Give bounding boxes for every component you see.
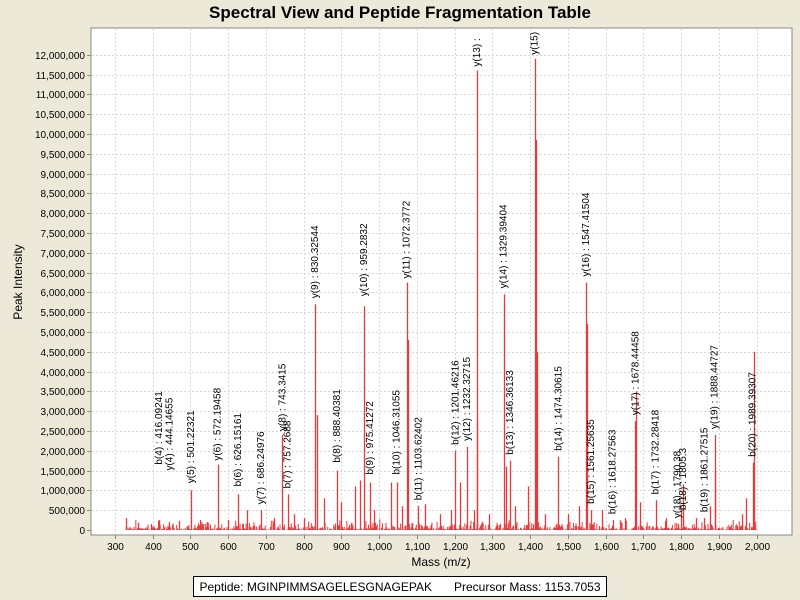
peak-annotation: b(4) : 416.09241 (154, 391, 165, 465)
x-tick-label: 700 (258, 542, 275, 553)
peak-annotation: y(9) : 830.32544 (310, 225, 321, 298)
peak-annotation: y(5) : 501.22321 (186, 410, 197, 483)
x-tick-label: 1,400 (518, 542, 543, 553)
peak-annotation: b(7) : 757.2688 (283, 420, 294, 488)
y-axis-label: Peak Intensity (11, 244, 25, 319)
y-tick-label: 11,500,000 (36, 71, 86, 82)
precursor-mass: Precursor Mass: 1153.7053 (454, 579, 601, 594)
y-tick-label: 10,000,000 (35, 130, 85, 141)
peak-annotation: b(10) : 1046.31055 (392, 390, 403, 475)
peak-annotation: y(13) : (472, 38, 483, 66)
peak-annotation: b(15) : 1561.25635 (586, 419, 597, 504)
y-tick-label: 2,500,000 (41, 427, 86, 438)
grid-layer (92, 29, 791, 534)
y-tick-label: 8,500,000 (41, 189, 86, 200)
y-tick-label: 6,500,000 (41, 269, 86, 280)
x-tick-label: 500 (182, 542, 199, 553)
x-tick-label: 1,500 (556, 542, 581, 553)
peak-annotation: b(20) : 1989.39307 (748, 372, 759, 457)
chart-title: Spectral View and Peptide Fragmentation … (209, 3, 591, 22)
peak-annotation: y(17) : 1678.44458 (630, 331, 641, 415)
y-tick-label: 6,000,000 (41, 288, 86, 299)
x-tick-label: 600 (220, 542, 237, 553)
peptide-sequence: Peptide: MGINPIMMSAGELESGNAGEPAK (199, 579, 432, 594)
x-tick-label: 1,000 (367, 542, 392, 553)
x-tick-label: 300 (107, 542, 124, 553)
x-tick-label: 1,900 (707, 542, 732, 553)
y-tick-label: 500,000 (49, 506, 86, 517)
peak-annotation: b(17) : 1732.28418 (651, 409, 662, 494)
peptide-info-box: Peptide: MGINPIMMSAGELESGNAGEPAK Precurs… (193, 576, 607, 597)
y-tick-label: 0 (79, 526, 85, 537)
peak-annotation: b(18) : 1805.3 (678, 447, 689, 510)
x-tick-label: 1,200 (443, 542, 468, 553)
peak-annotation: b(13) : 1346.36133 (505, 370, 516, 455)
y-tick-label: 10,500,000 (35, 110, 85, 121)
x-tick-label: 1,100 (405, 542, 430, 553)
plot-area (90, 27, 793, 536)
y-tick-label: 11,000,000 (36, 90, 86, 101)
x-tick-label: 900 (333, 542, 350, 553)
peak-annotation: y(6) : 572.19458 (213, 387, 224, 460)
y-tick-label: 9,500,000 (41, 150, 86, 161)
peak-annotation: y(10) : 959.2832 (359, 223, 370, 296)
x-tick-label: 800 (296, 542, 313, 553)
peak-annotation: b(19) : 1861.27515 (699, 427, 710, 512)
peak-annotation: y(7) : 686.24976 (256, 431, 267, 504)
x-tick-label: 1,700 (631, 542, 656, 553)
spectrum-chart: 0 500,000 1,000,000 1,500,000 2,000,000 2,500… (11, 27, 793, 569)
peak-annotation: y(16) : 1547.41504 (581, 192, 592, 276)
peak-annotation: b(14) : 1474.30615 (553, 366, 564, 451)
peak-annotation: y(18) : 1790.38 (673, 450, 684, 518)
y-tick-label: 1,000,000 (41, 486, 86, 497)
y-tick-label: 5,500,000 (41, 308, 86, 319)
y-tick-label: 3,000,000 (41, 407, 86, 418)
y-tick-label: 7,500,000 (41, 229, 86, 240)
y-tick-label: 1,500,000 (41, 467, 86, 478)
y-tick-label: 2,000,000 (41, 447, 86, 458)
peak-annotation: y(12) : 1232.32715 (462, 356, 473, 440)
peak-annotation: y(14) : 1329.39404 (499, 204, 510, 288)
x-tick-label: 1,300 (480, 542, 505, 553)
x-tick-label: 1,600 (594, 542, 619, 553)
y-tick-label: 3,500,000 (41, 387, 86, 398)
y-tick-label: 7,000,000 (41, 249, 86, 260)
peak-annotation: b(16) : 1618.27563 (608, 429, 619, 514)
x-tick-label: 2,000 (745, 542, 770, 553)
peak-annotation: b(11) : 1103.62402 (413, 417, 424, 500)
y-tick-label: 8,000,000 (41, 209, 86, 220)
peak-annotation: y(4) : 444.14655 (164, 397, 175, 470)
peak-annotation: y(15) (530, 32, 541, 55)
y-tick-label: 4,000,000 (41, 368, 86, 379)
peak-annotation: y(8) : 743.3415 (277, 363, 288, 431)
axis-layer: 0 500,000 1,000,000 1,500,000 2,000,000 2,500… (35, 51, 771, 553)
annotation-layer: b(4) : 416.09241 y(4) : 444.14655 y(5) : 5… (154, 32, 759, 518)
y-tick-label: 4,500,000 (41, 348, 86, 359)
peak-layer (125, 58, 758, 530)
y-tick-label: 5,000,000 (41, 328, 86, 339)
peak-annotation: y(19) : 1888.44727 (710, 345, 721, 429)
x-axis-label: Mass (m/z) (411, 555, 470, 569)
x-tick-label: 1,800 (669, 542, 694, 553)
peak-annotation: y(11) : 1072.3772 (402, 200, 413, 278)
y-tick-label: 12,000,000 (35, 51, 85, 62)
peak-annotation: b(12) : 1201.46216 (450, 360, 461, 445)
x-tick-label: 400 (145, 542, 162, 553)
peak-annotation: b(8) : 888.40381 (332, 389, 343, 463)
y-tick-label: 9,000,000 (41, 170, 86, 181)
peak-annotation: b(6) : 626.15161 (233, 413, 244, 487)
peak-annotation: b(9) : 975.41272 (365, 401, 376, 475)
